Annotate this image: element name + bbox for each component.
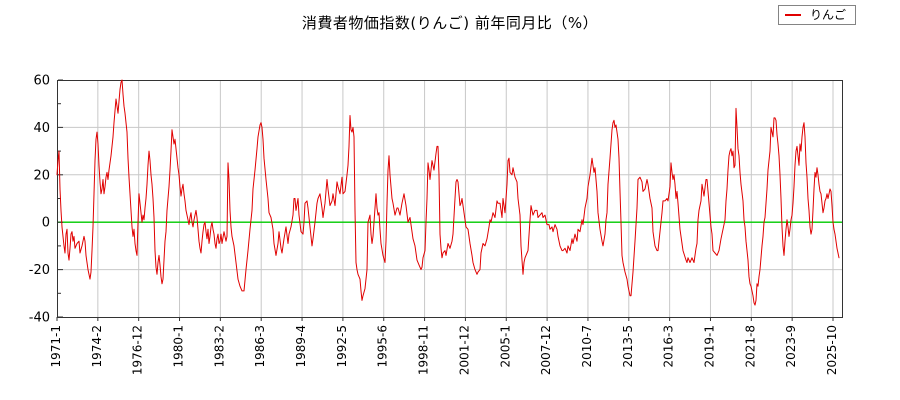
legend-series-label: りんご <box>810 8 847 22</box>
x-tick-label: 2001-12 <box>457 325 471 375</box>
legend-line-sample-icon <box>785 14 801 16</box>
x-tick-label: 2016-3 <box>662 325 676 368</box>
x-tick-label: 2007-12 <box>539 325 553 375</box>
x-tick-label: 1992-5 <box>335 325 349 368</box>
x-tick-label: 1971-1 <box>49 325 63 368</box>
x-tick-label: 1995-6 <box>376 325 390 368</box>
chart-title: 消費者物価指数(りんご) 前年同月比（%） <box>301 14 599 32</box>
y-tick-label: -40 <box>29 311 50 326</box>
x-tick-label: 2005-1 <box>498 325 512 368</box>
y-tick-label: 20 <box>33 168 50 183</box>
legend: りんご <box>778 5 856 25</box>
x-tick-label: 2023-9 <box>784 325 798 368</box>
x-tick-label: 1983-2 <box>212 325 226 368</box>
x-tick-label: 2010-7 <box>580 325 594 368</box>
y-tick-label: -20 <box>29 263 50 278</box>
x-tick-label: 1974-2 <box>90 325 104 368</box>
y-tick-label: 0 <box>42 216 50 231</box>
x-tick-label: 2021-8 <box>743 325 757 368</box>
x-tick-label: 2013-5 <box>621 325 635 368</box>
x-tick-label: 1980-1 <box>172 325 186 368</box>
x-tick-label: 1986-3 <box>253 325 267 368</box>
y-tick-label: 40 <box>33 121 50 136</box>
series-line-ringo <box>56 79 840 306</box>
plot-border <box>57 80 843 318</box>
x-tick-label: 1998-11 <box>417 325 431 375</box>
x-tick-label: 1976-12 <box>131 325 145 375</box>
y-tick-label: 60 <box>33 74 50 89</box>
x-tick-label: 2019-1 <box>702 325 716 368</box>
x-tick-label: 1989-4 <box>294 325 308 368</box>
x-tick-label: 2025-10 <box>825 325 839 375</box>
